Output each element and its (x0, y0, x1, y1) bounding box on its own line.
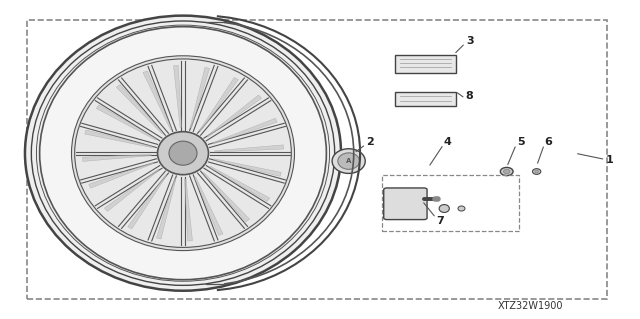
Polygon shape (210, 167, 269, 201)
Polygon shape (89, 162, 154, 188)
Polygon shape (214, 145, 284, 152)
Ellipse shape (157, 132, 209, 175)
Text: 5: 5 (517, 137, 525, 147)
Text: A: A (346, 158, 351, 164)
Ellipse shape (75, 59, 291, 248)
Polygon shape (203, 173, 250, 222)
Text: 4: 4 (444, 137, 451, 147)
Polygon shape (199, 78, 238, 131)
Ellipse shape (25, 16, 341, 291)
Bar (395, 92, 456, 106)
Ellipse shape (332, 149, 365, 174)
Polygon shape (173, 65, 182, 127)
Text: XTZ32W1900: XTZ32W1900 (497, 301, 563, 311)
Text: 3: 3 (466, 36, 474, 46)
Polygon shape (97, 105, 156, 140)
Ellipse shape (500, 167, 513, 176)
Polygon shape (214, 159, 281, 176)
Text: 8: 8 (466, 91, 474, 101)
Ellipse shape (72, 56, 294, 250)
Polygon shape (116, 85, 163, 134)
Polygon shape (156, 178, 176, 239)
Polygon shape (190, 67, 209, 128)
Text: 7: 7 (436, 216, 444, 226)
Ellipse shape (169, 141, 197, 165)
Polygon shape (128, 175, 167, 229)
Ellipse shape (535, 170, 539, 173)
Bar (395, 55, 456, 72)
Ellipse shape (439, 204, 449, 212)
Polygon shape (212, 118, 277, 144)
Text: 6: 6 (544, 137, 552, 147)
Polygon shape (84, 130, 152, 147)
Polygon shape (207, 95, 262, 137)
Text: 2: 2 (366, 137, 374, 147)
Ellipse shape (458, 206, 465, 211)
Ellipse shape (504, 169, 510, 174)
Text: 1: 1 (606, 154, 614, 165)
Polygon shape (143, 71, 172, 130)
Polygon shape (83, 154, 151, 161)
Polygon shape (195, 177, 223, 235)
Polygon shape (104, 169, 159, 211)
Ellipse shape (532, 169, 541, 174)
Polygon shape (184, 179, 193, 241)
FancyBboxPatch shape (384, 188, 427, 219)
Ellipse shape (40, 27, 326, 280)
Ellipse shape (338, 153, 360, 169)
